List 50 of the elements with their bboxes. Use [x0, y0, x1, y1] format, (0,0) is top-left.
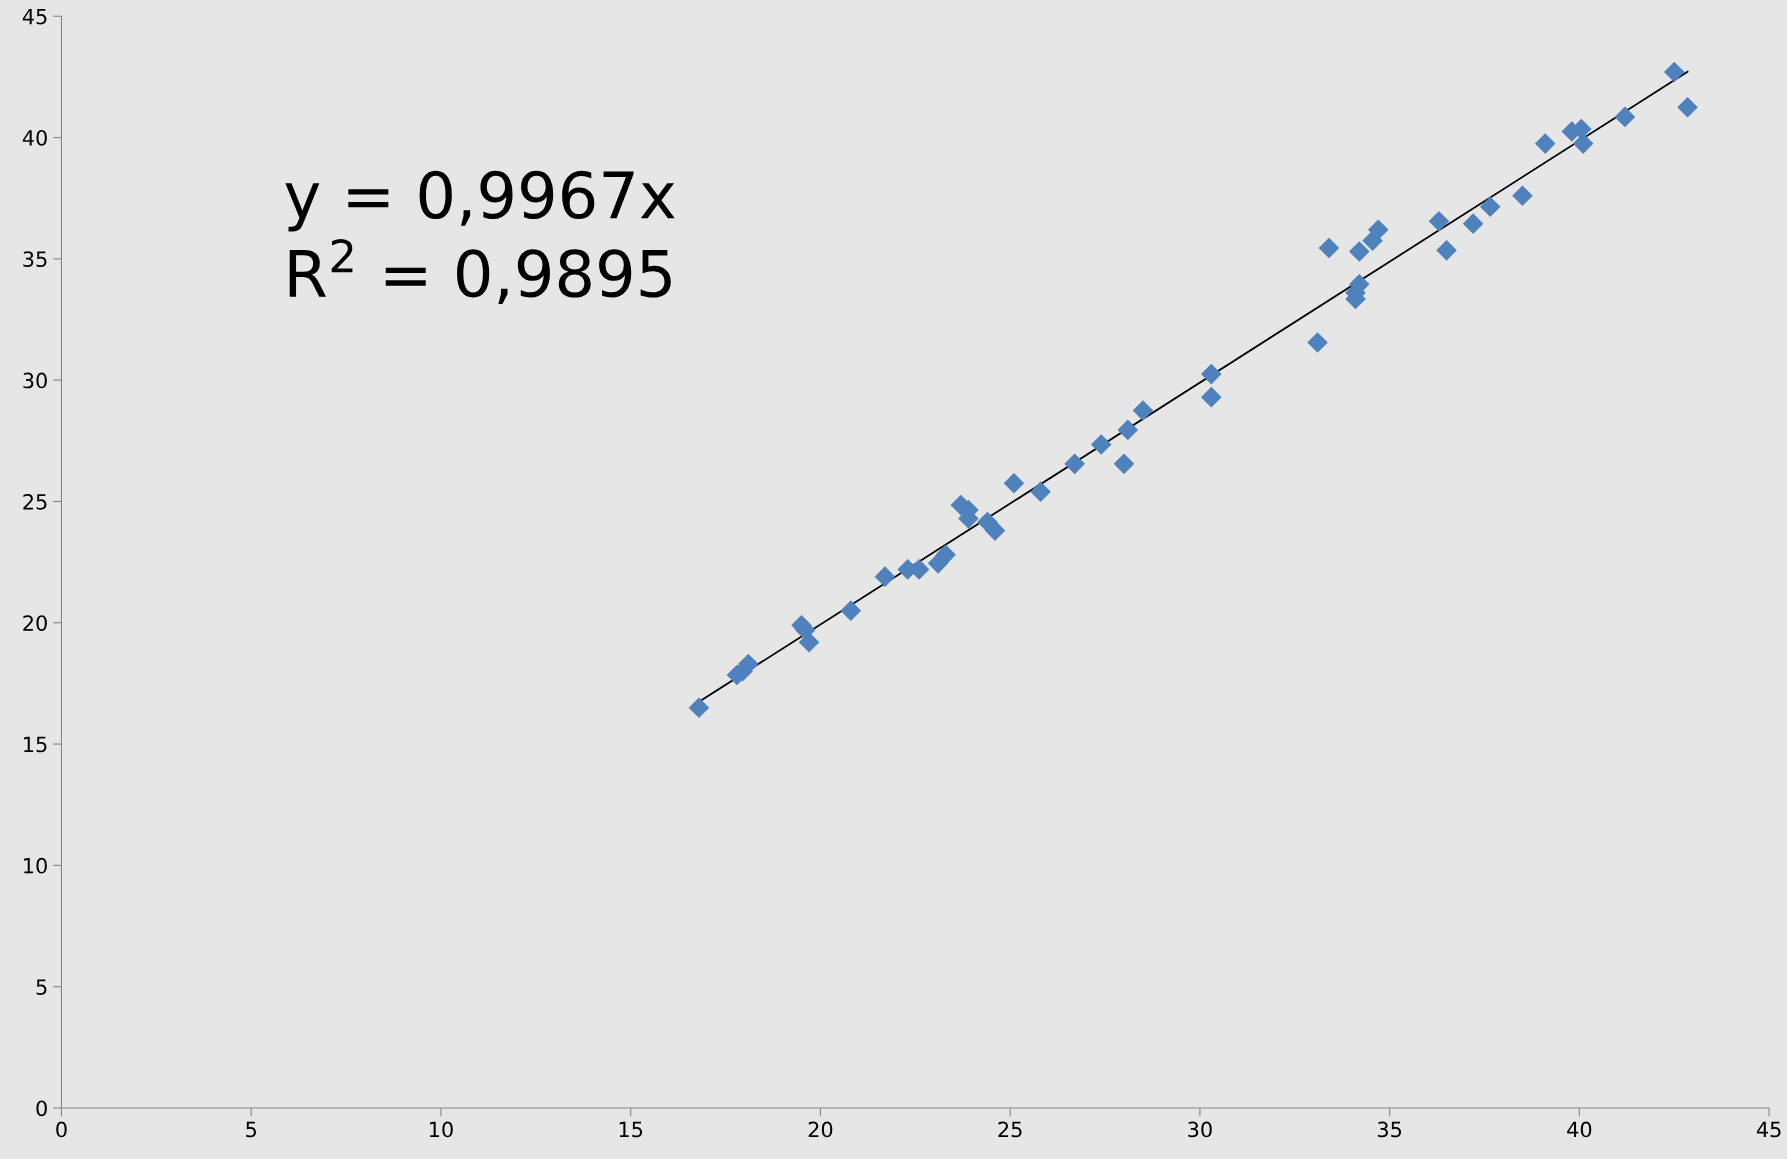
point	[798, 631, 820, 653]
x-tick-label: 45	[1756, 1121, 1781, 1138]
point	[1572, 133, 1594, 154]
y-tick-label: 15	[24, 736, 47, 753]
point	[1117, 419, 1139, 441]
point	[1113, 453, 1135, 475]
point	[1132, 400, 1154, 421]
y-tick-label: 5	[36, 979, 47, 995]
y-tick-label: 35	[23, 251, 47, 268]
point	[1663, 61, 1685, 83]
point	[984, 520, 1006, 541]
y-tick-label: 30	[23, 372, 47, 389]
x-tick-label: 5	[246, 1121, 257, 1138]
x-tick-label: 20	[808, 1121, 833, 1138]
point	[1462, 213, 1484, 234]
point	[688, 697, 710, 718]
x-tick-label: 0	[56, 1121, 67, 1138]
point	[1614, 106, 1636, 128]
y-tick-label: 25	[23, 493, 47, 510]
x-tick-label: 40	[1567, 1121, 1592, 1138]
y-tick-label: 0	[36, 1100, 47, 1117]
point	[840, 600, 862, 621]
point	[874, 566, 896, 587]
point	[1512, 185, 1533, 207]
point	[1534, 133, 1556, 154]
y-tick-label: 40	[22, 129, 47, 146]
x-tick-label: 35	[1377, 1121, 1402, 1138]
point	[1367, 219, 1389, 241]
point	[1348, 241, 1370, 262]
x-tick-label: 10	[429, 1121, 453, 1138]
point	[1318, 237, 1340, 259]
y-tick-label: 20	[23, 615, 47, 631]
point	[935, 544, 956, 566]
point	[1428, 210, 1450, 232]
point	[1307, 332, 1328, 353]
point	[1479, 196, 1501, 217]
point	[1677, 96, 1698, 118]
y-tick-label: 10	[24, 857, 47, 874]
point	[1030, 481, 1051, 503]
point	[1201, 363, 1222, 385]
point	[1201, 386, 1222, 408]
point	[1003, 472, 1025, 494]
y-tick-label: 45	[22, 8, 47, 25]
point	[1090, 434, 1112, 455]
x-tick-label: 30	[1188, 1121, 1212, 1138]
point	[1064, 453, 1085, 475]
point	[1436, 240, 1457, 261]
x-tick-label: 15	[619, 1121, 643, 1138]
annotation: y = 0,9967x R$^{2}$ = 0,9895	[285, 170, 675, 305]
x-tick-label: 25	[998, 1121, 1022, 1138]
